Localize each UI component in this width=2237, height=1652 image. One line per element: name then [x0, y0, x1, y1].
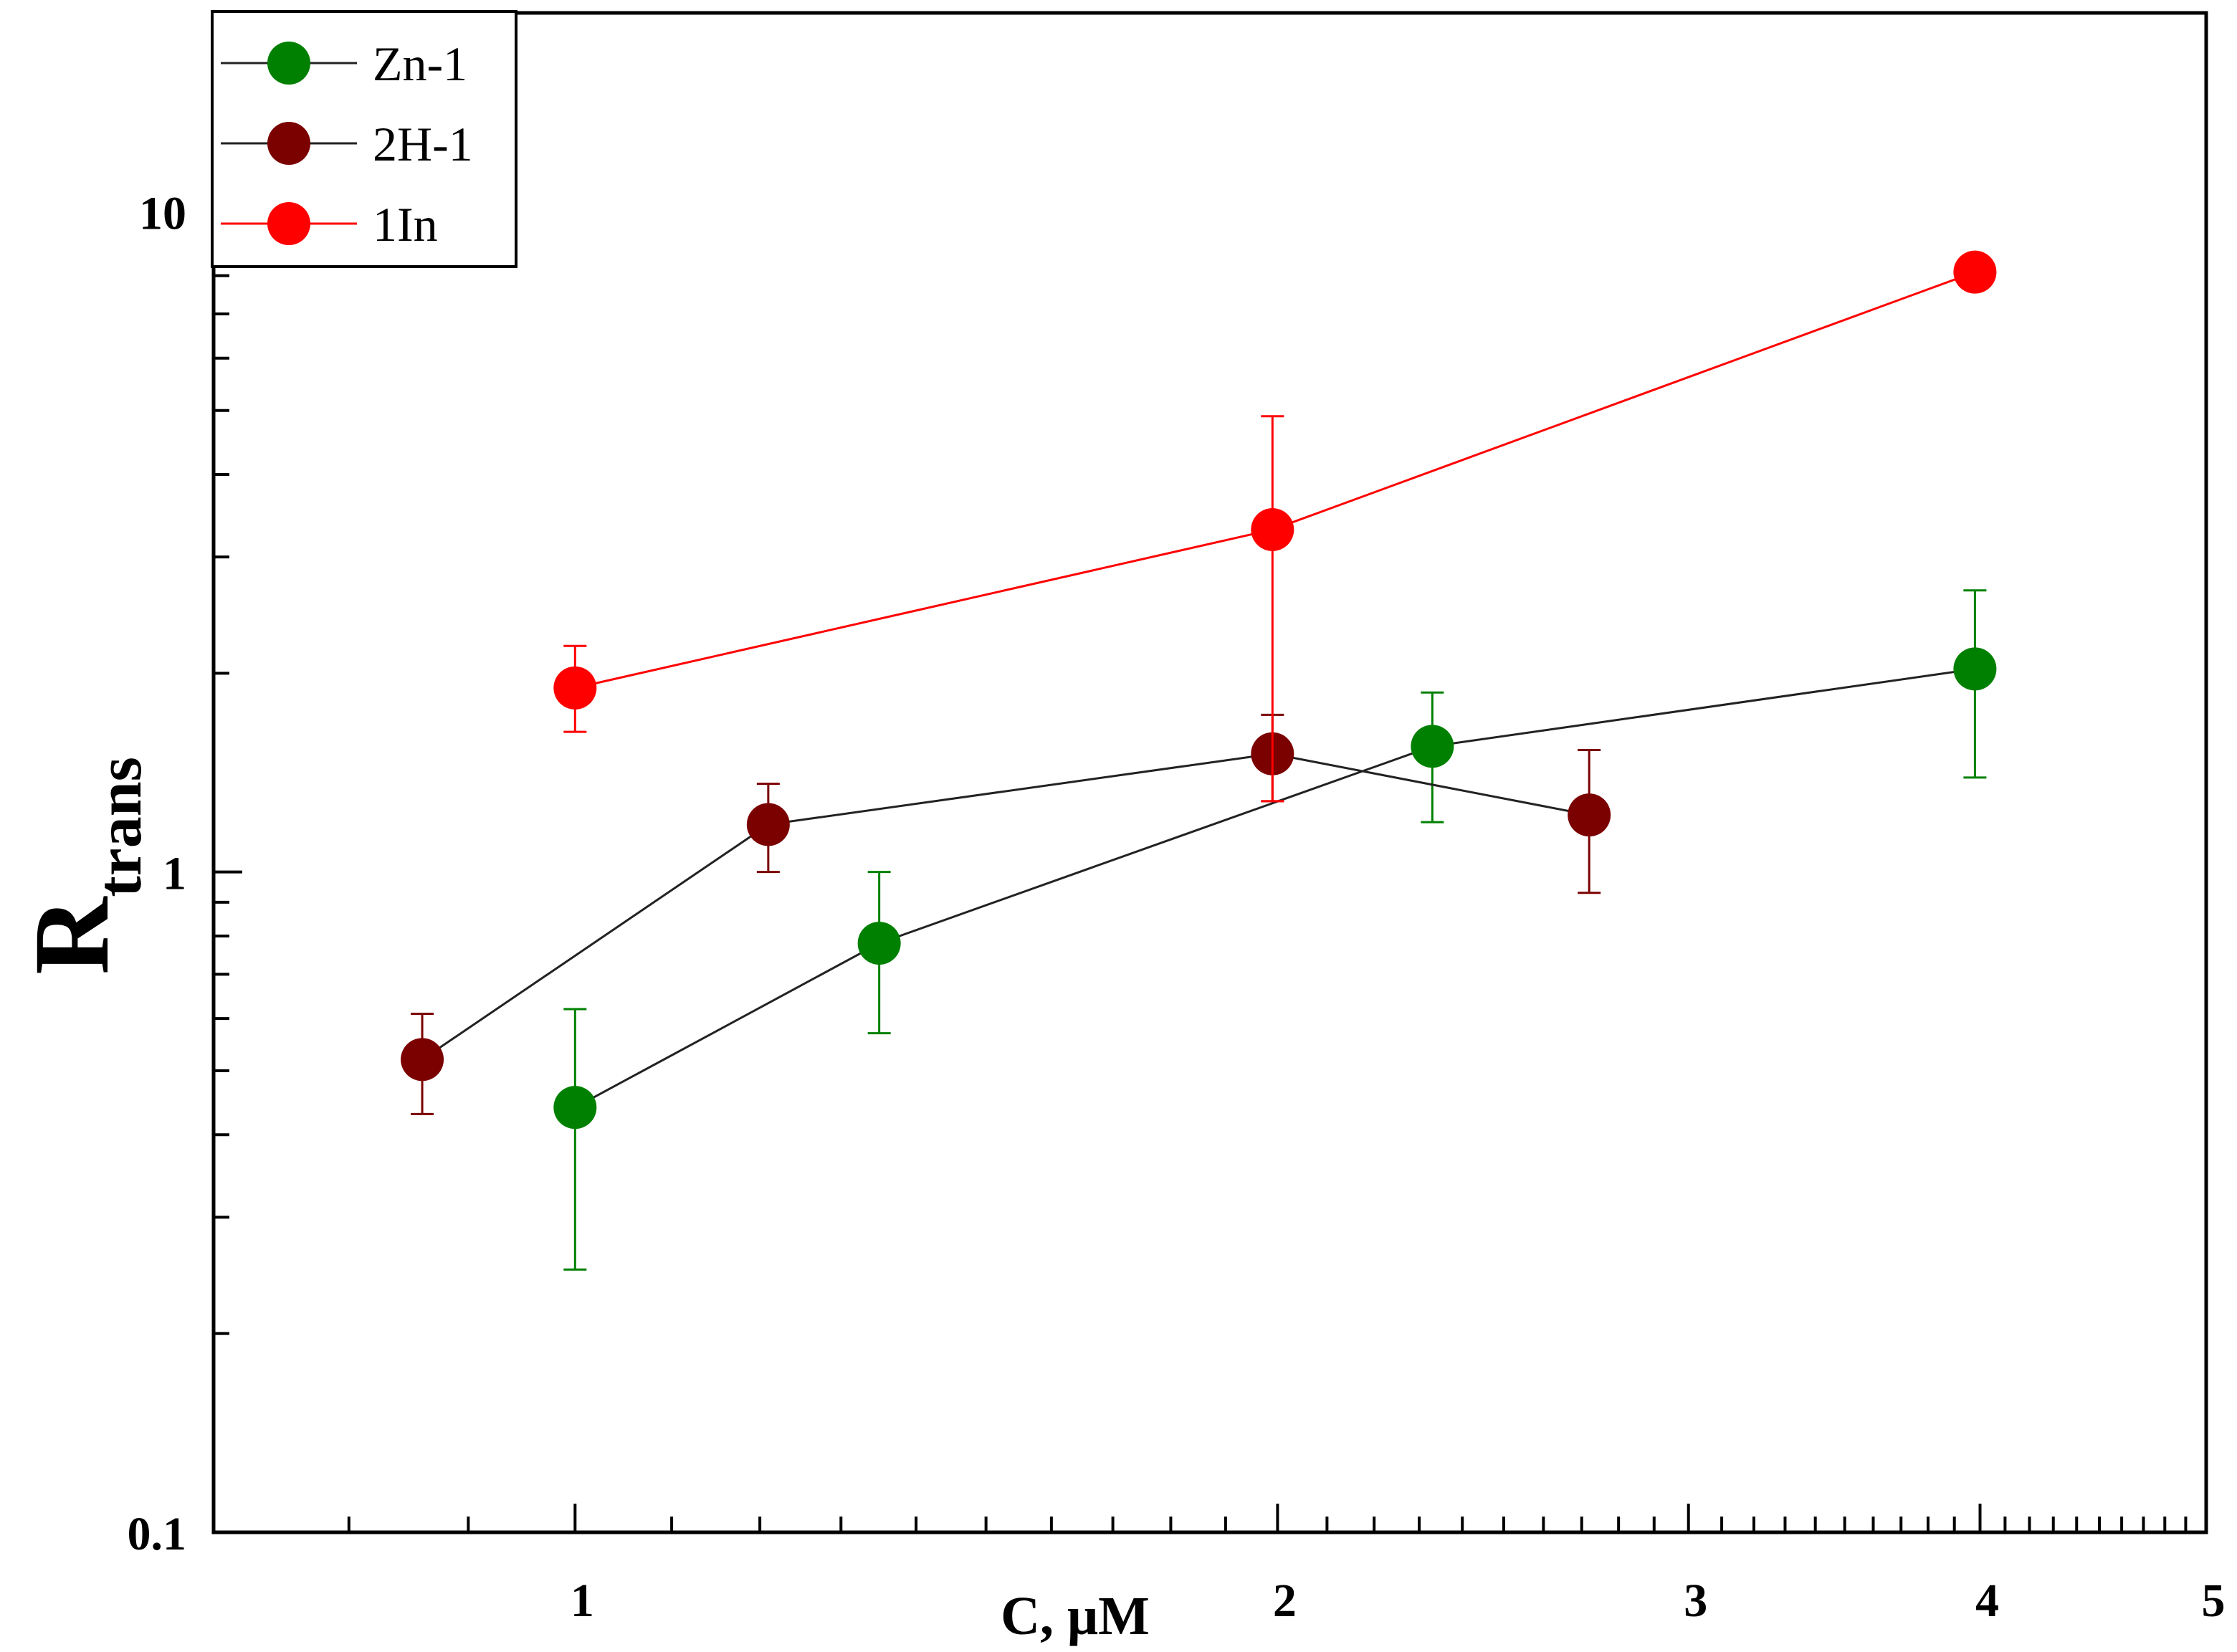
y-axis: 0.1 1 10 — [128, 11, 242, 1560]
series-layer — [401, 250, 1997, 1271]
legend-marker — [267, 202, 310, 245]
data-point — [553, 666, 597, 710]
data-point — [553, 1086, 597, 1130]
series-line — [574, 667, 1975, 1109]
data-point — [1251, 507, 1294, 551]
legend-label: Zn-1 — [373, 37, 467, 91]
legend-marker — [267, 42, 310, 85]
legend: Zn-1 2H-1 1In — [211, 10, 517, 268]
y-tick-label: 1 — [163, 848, 186, 900]
legend-label: 1In — [373, 197, 438, 252]
x-axis: 1 2 3 4 5 — [347, 1504, 2226, 1627]
legend-marker — [267, 122, 310, 165]
x-tick-label: 2 — [1273, 1575, 1297, 1627]
data-point — [1411, 725, 1454, 768]
y-axis-label-main: R — [12, 896, 131, 975]
data-point — [1953, 647, 1997, 691]
data-point — [857, 922, 901, 965]
data-point — [401, 1038, 444, 1082]
series-1in — [553, 250, 1997, 803]
x-tick-label: 3 — [1684, 1575, 1707, 1627]
data-point — [746, 803, 790, 846]
legend-label: 2H-1 — [373, 117, 473, 171]
y-axis-label-sub: trans — [85, 757, 155, 897]
series-line — [421, 753, 1590, 1061]
svg-text:Rtrans: Rtrans — [12, 757, 155, 975]
data-point — [1568, 793, 1611, 837]
y-tick-label: 10 — [139, 187, 186, 239]
x-tick-label: 4 — [1975, 1575, 1999, 1627]
y-axis-label: Rtrans — [12, 757, 155, 975]
data-point — [1953, 250, 1997, 294]
plot-area — [211, 11, 2208, 1534]
y-tick-label: 0.1 — [128, 1508, 187, 1560]
x-tick-label: 5 — [2202, 1575, 2226, 1627]
x-tick-label: 1 — [571, 1575, 594, 1627]
series-zn-1 — [553, 589, 1997, 1271]
x-axis-label: C, μM — [1001, 1586, 1150, 1646]
